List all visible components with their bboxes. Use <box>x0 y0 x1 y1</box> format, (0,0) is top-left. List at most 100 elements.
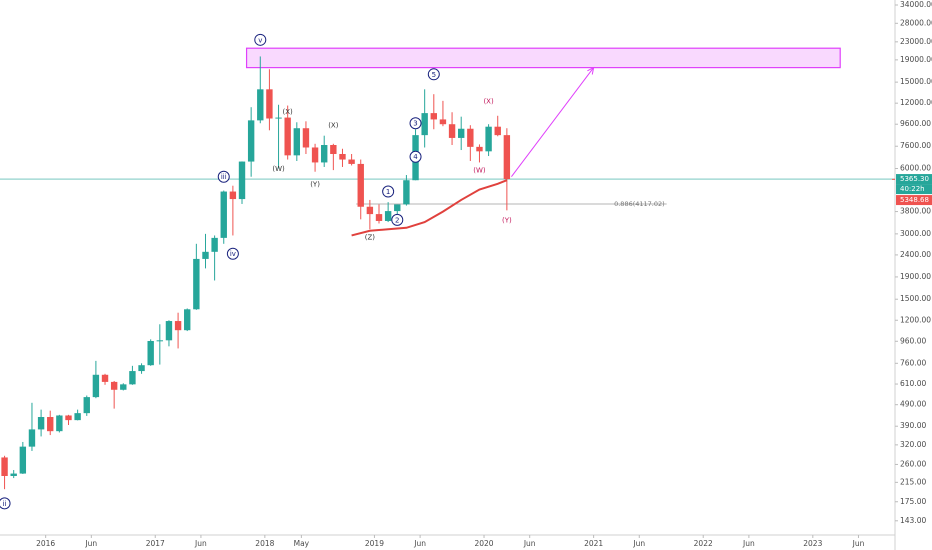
candle-body <box>19 446 27 474</box>
x-tick-label: 2019 <box>365 539 384 548</box>
y-tick-label: 3800.00 <box>900 207 931 216</box>
wave-label: 4 <box>413 153 418 161</box>
candle-body <box>129 371 136 385</box>
y-tick-label: 320.00 <box>900 440 926 449</box>
candle-body <box>92 374 100 398</box>
y-tick-label: 19000.00 <box>900 55 932 64</box>
x-tick-label: 2021 <box>584 539 603 548</box>
x-tick-label: Jun <box>523 539 536 548</box>
candle-body <box>147 340 154 366</box>
x-tick-label: Jun <box>194 539 207 548</box>
candle-body <box>503 135 511 180</box>
y-tick-label: 34000.00 <box>900 0 932 9</box>
y-tick-label: 15000.00 <box>900 77 932 86</box>
y-tick-label: 215.00 <box>900 477 926 486</box>
y-tick-label: 760.00 <box>900 358 926 367</box>
wave-circle <box>0 497 11 510</box>
x-tick-label: Jun <box>742 539 755 548</box>
candle-body <box>257 89 264 121</box>
wave-circle <box>427 68 440 81</box>
candle-body <box>384 211 392 221</box>
y-tick-label: 12000.00 <box>900 98 932 107</box>
x-tick-label: 2023 <box>803 539 822 548</box>
wave-circle <box>409 150 422 163</box>
y-tick-label: 260.00 <box>900 459 926 468</box>
candle-body <box>467 128 474 147</box>
wave-label: 2 <box>395 216 399 224</box>
candle-body <box>174 321 182 331</box>
candle-body <box>74 413 81 421</box>
candle-body <box>65 415 72 421</box>
candle-body <box>238 161 246 200</box>
prev-close-label: 5348.68 <box>900 196 929 204</box>
wave-label: (X) <box>283 108 294 116</box>
wave-label: ii <box>3 500 7 508</box>
candle-body <box>458 128 465 138</box>
candle-body <box>184 309 191 331</box>
countdown-label-bg <box>896 184 932 195</box>
x-tick-label: May <box>294 539 310 548</box>
candle-body <box>394 204 401 212</box>
candle-body <box>284 117 291 156</box>
wave-label: 5 <box>432 71 436 79</box>
wave-label: v <box>258 36 262 44</box>
candle-body <box>10 473 17 476</box>
candle-body <box>430 113 437 120</box>
y-tick-label: 9600.00 <box>900 119 931 128</box>
wave-circle <box>217 170 230 183</box>
candle-body <box>321 145 328 163</box>
candle-body <box>448 124 456 138</box>
candle-body <box>83 397 90 414</box>
candle-body <box>28 429 36 447</box>
candle-body <box>56 415 63 432</box>
wave-circle <box>226 247 239 260</box>
candle-body <box>165 321 173 341</box>
x-tick-label: Jun <box>852 539 865 548</box>
candle-body <box>366 206 374 215</box>
target-zone <box>245 47 841 69</box>
y-tick-label: 610.00 <box>900 379 926 388</box>
y-tick-label: 1200.00 <box>900 315 931 324</box>
candle-body <box>339 153 346 160</box>
candle-body <box>330 145 337 154</box>
candle-body <box>47 417 54 432</box>
wave-label: (Z) <box>365 234 376 242</box>
wave-label: (Y) <box>310 180 320 188</box>
wave-circle <box>382 185 395 198</box>
y-tick-label: 6000.00 <box>900 164 931 173</box>
y-tick-label: 490.00 <box>900 400 926 409</box>
arrow-head <box>587 66 595 75</box>
last-price-label-bg <box>896 174 932 185</box>
x-tick-label: 2018 <box>255 539 274 548</box>
y-tick-label: 1900.00 <box>900 272 931 281</box>
y-tick-label: 3000.00 <box>900 229 931 238</box>
candle-body <box>120 384 127 390</box>
last-price-label: 5365.30 <box>900 175 929 183</box>
candle-body <box>211 237 218 252</box>
wave-circle <box>391 213 404 226</box>
prev-close-label-bg <box>896 195 932 206</box>
y-tick-label: 960.00 <box>900 336 926 345</box>
candle-body <box>348 159 355 164</box>
x-tick-label: Jun <box>632 539 645 548</box>
x-tick-label: 2017 <box>146 539 165 548</box>
fib-level-label: 0.886(4117.02) <box>614 200 665 208</box>
wave-label: 1 <box>386 188 390 196</box>
wave-label: iii <box>221 173 227 181</box>
wave-label: iv <box>230 250 236 258</box>
candle-body <box>403 180 410 205</box>
wave-label: (X) <box>483 97 494 105</box>
x-tick-label: Jun <box>413 539 426 548</box>
wave-circle <box>254 33 267 46</box>
y-tick-label: 2400.00 <box>900 250 931 259</box>
candle-body <box>37 417 45 430</box>
x-tick-label: 2016 <box>36 539 55 548</box>
candle-body <box>485 126 492 152</box>
x-tick-label: Jun <box>84 539 97 548</box>
candle-body <box>476 146 483 152</box>
candle-body <box>494 126 501 136</box>
wave-label: (Y) <box>502 216 512 224</box>
x-tick-label: 2020 <box>474 539 493 548</box>
y-tick-label: 7600.00 <box>900 141 931 150</box>
